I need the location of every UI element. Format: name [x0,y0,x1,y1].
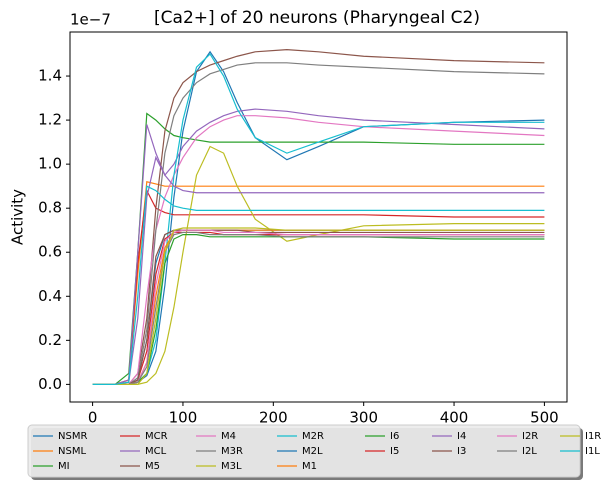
y-tick-label: 1.2 [38,111,62,129]
x-tick-label: 500 [530,409,559,427]
series-line [92,185,545,385]
x-tick-label: 400 [440,409,469,427]
legend-label: NSML [58,446,86,457]
y-tick-label: 0.2 [38,331,62,349]
x-tick-label: 0 [88,409,98,427]
chart-title: [Ca2+] of 20 neurons (Pharyngeal C2) [154,8,480,28]
legend-label: MCL [145,446,167,457]
legend-label: I5 [390,446,399,457]
series-line [92,53,545,385]
series-line [92,50,545,385]
x-tick-label: 100 [169,409,198,427]
legend-label: M5 [145,461,160,472]
series-line [92,155,545,385]
legend-label: M4 [221,431,236,442]
legend-label: M2L [302,446,323,457]
series-line [92,188,545,385]
legend-label: MI [58,461,70,472]
legend-label: I1R [585,431,601,442]
y-tick-label: 0.0 [38,375,62,393]
y-axis-label: Activity [9,189,27,245]
series-line [92,181,545,385]
legend-label: M3R [221,446,243,457]
series-line [92,115,545,385]
legend-label: M2R [302,431,324,442]
legend-label: I1L [585,446,600,457]
series-line [92,108,545,385]
legend-label: I2R [522,431,538,442]
y-tick-label: 0.6 [38,243,62,261]
legend-label: I2L [522,446,537,457]
y-tick-label: 0.8 [38,199,62,217]
legend-label: I3 [457,446,466,457]
legend-label: MCR [145,431,168,442]
legend-label: M3L [221,461,242,472]
y-offset-text: 1e−7 [70,11,111,29]
x-tick-label: 300 [349,409,378,427]
y-tick-label: 1.0 [38,155,62,173]
x-tick-label: 200 [259,409,288,427]
legend-label: I6 [390,431,399,442]
series-line [92,231,545,385]
legend-label: M1 [302,461,317,472]
plot-frame [69,31,568,403]
y-tick-label: 1.4 [38,67,62,85]
legend-label: NSMR [58,431,87,442]
y-tick-label: 0.4 [38,287,62,305]
series-line [92,227,545,385]
legend-label: I4 [457,431,466,442]
